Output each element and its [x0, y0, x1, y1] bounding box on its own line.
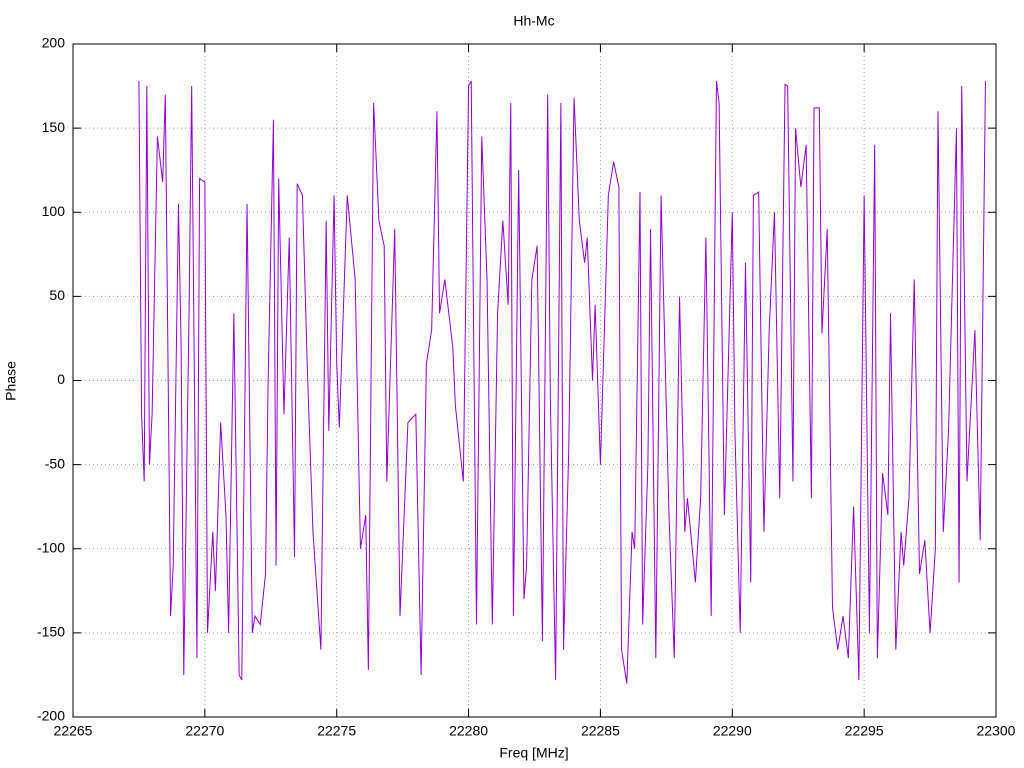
- y-tick-label: 100: [42, 203, 66, 219]
- plot: -200 -150 -100 -50 0 50 100 150 200 22265 22270 222…: [37, 35, 1016, 739]
- x-tick-label: 22285: [581, 723, 620, 739]
- x-tick-label: 22300: [977, 723, 1016, 739]
- y-tick-label: 150: [42, 119, 66, 135]
- y-axis-label: Phase: [3, 361, 19, 401]
- y-tick-label: -50: [45, 455, 65, 471]
- y-tick-label: 50: [49, 287, 65, 303]
- x-tick-label: 22265: [54, 723, 93, 739]
- y-tick-label: 200: [42, 35, 66, 51]
- chart-title: Hh-Mc: [513, 13, 554, 29]
- y-tick-label: -100: [37, 539, 65, 555]
- x-tick-label: 22270: [185, 723, 224, 739]
- y-tick-label: 0: [57, 371, 65, 387]
- x-tick-label: 22280: [449, 723, 488, 739]
- x-tick-label: 22290: [713, 723, 752, 739]
- y-tick-label: -200: [37, 708, 65, 724]
- x-axis-label: Freq [MHz]: [499, 745, 568, 761]
- y-tick-label: -150: [37, 624, 65, 640]
- data-line: [138, 80, 986, 684]
- x-tick-label: 22295: [845, 723, 884, 739]
- plot-border: [72, 43, 997, 718]
- x-tick-label: 22275: [317, 723, 356, 739]
